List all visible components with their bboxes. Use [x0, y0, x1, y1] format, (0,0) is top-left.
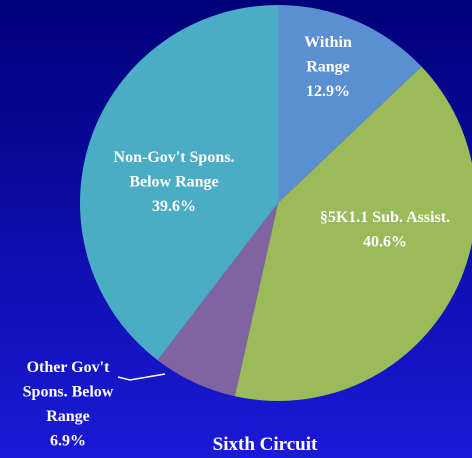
- pie: [80, 5, 472, 401]
- leader-line: [117, 373, 166, 381]
- pie-slice: [157, 203, 278, 397]
- value-label: 40.6%: [363, 234, 407, 251]
- slice-label: Within Range: [304, 34, 352, 76]
- pie-slice: [234, 66, 472, 401]
- chart-title: Sixth Circuit: [213, 434, 318, 455]
- slice-label: Non-Gov't Spons. Below Range: [114, 149, 235, 191]
- value-label: 12.9%: [306, 83, 350, 100]
- pie-slice: [80, 5, 278, 361]
- slice-label: §5K1.1 Sub. Assist.: [320, 209, 450, 226]
- pie-slice: [278, 5, 422, 203]
- value-label: 6.9%: [50, 433, 86, 450]
- value-label: 39.6%: [152, 198, 196, 215]
- slice-label: Other Gov't Spons. Below Range: [23, 359, 114, 425]
